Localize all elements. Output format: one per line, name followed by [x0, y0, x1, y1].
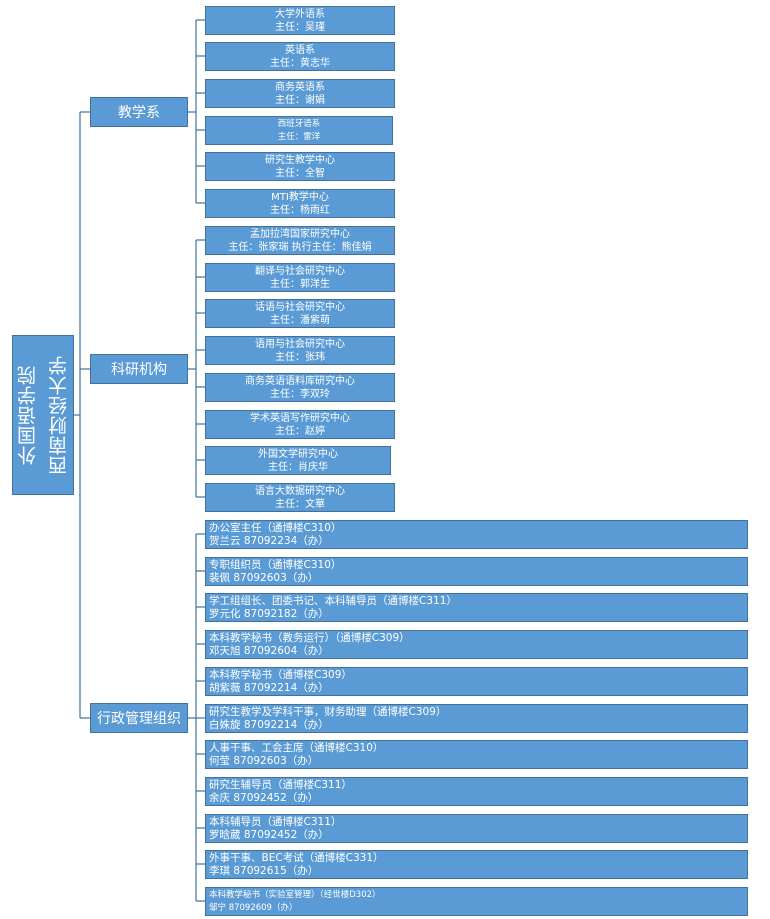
branch-teaching: 教学系 — [90, 97, 188, 127]
center-name: 翻译与社会研究中心 — [255, 265, 345, 277]
staff-contact: 罗晗葳 87092452（办） — [209, 828, 329, 841]
staff-role: 人事干事、工会主席（通博楼C310） — [209, 741, 384, 754]
staff-role: 研究生教学及学科干事，财务助理（通博楼C309） — [209, 705, 447, 718]
admin-staff-box: 研究生教学及学科干事，财务助理（通博楼C309） 白姝旋 87092214（办） — [205, 704, 748, 733]
research-center-box: 外国文学研究中心 主任：肖庆华 — [205, 446, 391, 475]
admin-staff-box: 外事干事、BEC考试（通博楼C331） 李琪 87092615（办） — [205, 850, 748, 879]
center-name: 学术英语写作研究中心 — [250, 412, 350, 424]
dept-head: 主任：谢娟 — [275, 94, 325, 106]
dept-name: 英语系 — [285, 44, 315, 56]
teaching-dept-box: 大学外语系 主任：吴瑾 — [205, 6, 395, 35]
center-head: 主任：文華 — [275, 498, 325, 510]
staff-contact: 胡紫薇 87092214（办） — [209, 681, 329, 694]
center-head: 主任：赵婷 — [275, 425, 325, 437]
dept-head: 主任：全智 — [275, 167, 325, 179]
dept-head: 主任：吴瑾 — [275, 21, 325, 33]
staff-role: 本科教学秘书（实验室管理）（经世楼D302） — [209, 889, 381, 900]
admin-staff-box: 本科辅导员（通博楼C311） 罗晗葳 87092452（办） — [205, 814, 748, 843]
center-name: 语言大数据研究中心 — [255, 485, 345, 497]
staff-contact: 罗元化 87092182（办） — [209, 607, 329, 620]
college-root-box: 西南财经大学 外国语学院 — [12, 335, 74, 495]
dept-head: 主任：雷洋 — [277, 131, 321, 142]
staff-role: 学工组组长、团委书记、本科辅导员（通博楼C311） — [209, 594, 457, 607]
root-line-2: 外国语学院 — [17, 365, 39, 465]
staff-contact: 余庆 87092452（办） — [209, 791, 319, 804]
admin-staff-box: 本科教学秘书（教务运行）（通博楼C309） 邓天旭 87092604（办） — [205, 630, 748, 659]
research-center-box: 孟加拉湾国家研究中心 主任：张家瑞 执行主任：熊佳娟 — [205, 226, 395, 255]
root-line-1: 西南财经大学 — [48, 355, 70, 475]
staff-role: 本科教学秘书（教务运行）（通博楼C309） — [209, 631, 410, 644]
research-center-box: 商务英语语料库研究中心 主任：李双玲 — [205, 373, 395, 402]
center-name: 语用与社会研究中心 — [255, 338, 345, 350]
staff-role: 本科教学秘书（通博楼C309） — [209, 668, 352, 681]
staff-contact: 邓天旭 87092604（办） — [209, 644, 329, 657]
teaching-dept-box: 西班牙语系 主任：雷洋 — [205, 116, 393, 145]
admin-staff-box: 人事干事、工会主席（通博楼C310） 何莹 87092603（办） — [205, 740, 748, 769]
dept-name: MTI教学中心 — [271, 191, 329, 203]
dept-name: 研究生教学中心 — [265, 154, 335, 166]
admin-staff-box: 研究生辅导员（通博楼C311） 余庆 87092452（办） — [205, 777, 748, 806]
research-center-box: 学术英语写作研究中心 主任：赵婷 — [205, 410, 395, 439]
staff-contact: 李琪 87092615（办） — [209, 864, 319, 877]
staff-role: 外事干事、BEC考试（通博楼C331） — [209, 851, 384, 864]
research-center-box: 语言大数据研究中心 主任：文華 — [205, 483, 395, 512]
center-name: 孟加拉湾国家研究中心 — [250, 228, 350, 240]
center-name: 外国文学研究中心 — [258, 448, 338, 460]
staff-role: 本科辅导员（通博楼C311） — [209, 815, 342, 828]
research-center-box: 翻译与社会研究中心 主任：郭洋生 — [205, 263, 395, 292]
staff-contact: 贺兰云 87092234（办） — [209, 534, 329, 547]
center-name: 商务英语语料库研究中心 — [245, 375, 355, 387]
branch-research: 科研机构 — [90, 354, 188, 384]
center-head: 主任：肖庆华 — [268, 461, 328, 473]
center-head: 主任：张家瑞 执行主任：熊佳娟 — [228, 241, 372, 253]
research-center-box: 语用与社会研究中心 主任：张玮 — [205, 336, 395, 365]
dept-name: 大学外语系 — [275, 8, 325, 20]
teaching-dept-box: 研究生教学中心 主任：全智 — [205, 152, 395, 181]
staff-role: 办公室主任（通博楼C310） — [209, 521, 342, 534]
admin-staff-box: 学工组组长、团委书记、本科辅导员（通博楼C311） 罗元化 87092182（办… — [205, 593, 748, 622]
staff-contact: 裴佩 87092603（办） — [209, 571, 319, 584]
teaching-dept-box: MTI教学中心 主任：杨雨红 — [205, 189, 395, 218]
teaching-dept-box: 英语系 主任：黄志华 — [205, 42, 395, 71]
admin-staff-box: 专职组织员（通博楼C310） 裴佩 87092603（办） — [205, 557, 748, 586]
branch-admin: 行政管理组织 — [90, 703, 188, 733]
staff-role: 研究生辅导员（通博楼C311） — [209, 778, 352, 791]
admin-staff-box: 办公室主任（通博楼C310） 贺兰云 87092234（办） — [205, 520, 748, 549]
dept-name: 西班牙语系 — [277, 118, 321, 129]
dept-head: 主任：杨雨红 — [270, 204, 330, 216]
center-head: 主任：李双玲 — [270, 388, 330, 400]
center-head: 主任：张玮 — [275, 351, 325, 363]
admin-staff-box: 本科教学秘书（通博楼C309） 胡紫薇 87092214（办） — [205, 667, 748, 696]
center-head: 主任：潘紫萌 — [270, 314, 330, 326]
research-center-box: 话语与社会研究中心 主任：潘紫萌 — [205, 299, 395, 328]
staff-contact: 白姝旋 87092214（办） — [209, 718, 329, 731]
staff-contact: 邹宁 87092609（办） — [209, 902, 298, 913]
teaching-dept-box: 商务英语系 主任：谢娟 — [205, 79, 395, 108]
staff-contact: 何莹 87092603（办） — [209, 754, 319, 767]
dept-name: 商务英语系 — [275, 81, 325, 93]
dept-head: 主任：黄志华 — [270, 57, 330, 69]
admin-staff-box: 本科教学秘书（实验室管理）（经世楼D302） 邹宁 87092609（办） — [205, 887, 748, 916]
center-head: 主任：郭洋生 — [270, 278, 330, 290]
center-name: 话语与社会研究中心 — [255, 301, 345, 313]
staff-role: 专职组织员（通博楼C310） — [209, 558, 342, 571]
